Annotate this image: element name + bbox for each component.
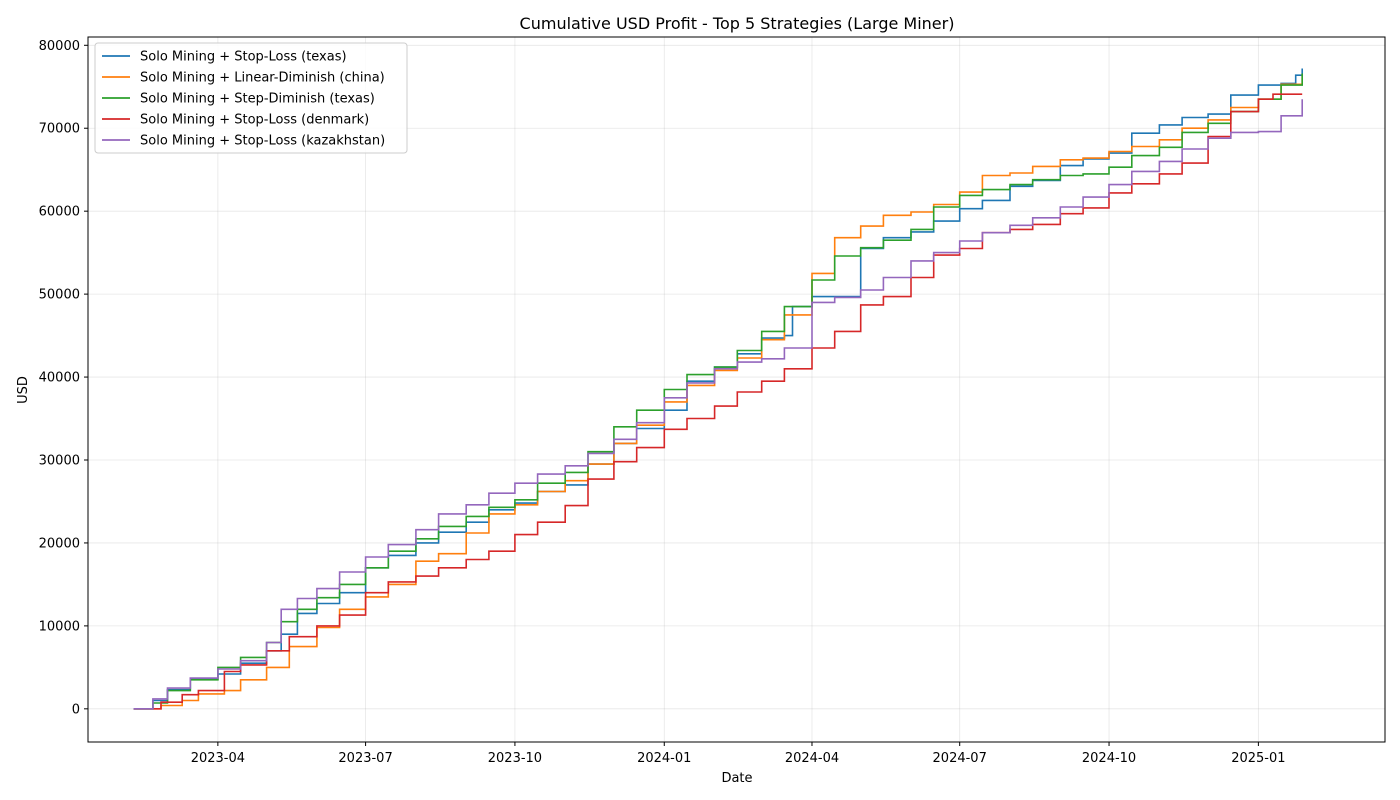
- legend: Solo Mining + Stop-Loss (texas) Solo Mini…: [94, 42, 408, 154]
- x-tick-label: 2024-07: [933, 751, 987, 766]
- x-tick-label: 2024-04: [785, 751, 839, 766]
- legend-label-4: Solo Mining + Stop-Loss (denmark): [140, 113, 369, 128]
- x-tick-label: 2025-01: [1231, 751, 1285, 766]
- chart-title: Cumulative USD Profit - Top 5 Strategies…: [520, 14, 955, 33]
- legend-label-2: Solo Mining + Linear-Diminish (china): [140, 71, 385, 86]
- x-tick-label: 2023-07: [338, 751, 392, 766]
- grid: [88, 37, 1385, 742]
- y-tick-label: 10000: [39, 619, 80, 634]
- legend-label-5: Solo Mining + Stop-Loss (kazakhstan): [140, 134, 385, 149]
- y-tick-label: 70000: [39, 122, 80, 137]
- axis-ticks: 2023-04 2023-07 2023-10 2024-01 2024-04 2024-…: [39, 39, 1286, 766]
- series-line-4: [133, 93, 1303, 710]
- y-tick-label: 30000: [39, 454, 80, 469]
- y-tick-label: 0: [72, 702, 80, 717]
- y-tick-label: 80000: [39, 39, 80, 54]
- x-tick-label: 2024-10: [1082, 751, 1136, 766]
- y-tick-label: 40000: [39, 371, 80, 386]
- legend-label-1: Solo Mining + Stop-Loss (texas): [140, 50, 347, 65]
- x-tick-label: 2023-10: [488, 751, 542, 766]
- x-tick-label: 2023-04: [191, 751, 245, 766]
- plot-area: [133, 68, 1303, 710]
- series-line-5: [133, 99, 1303, 710]
- y-tick-label: 50000: [39, 288, 80, 303]
- axes-frame: [87, 36, 1386, 743]
- y-tick-label: 60000: [39, 205, 80, 220]
- y-axis-label: USD: [16, 376, 31, 404]
- y-tick-label: 20000: [39, 536, 80, 551]
- legend-box: [94, 42, 408, 154]
- legend-label-3: Solo Mining + Step-Diminish (texas): [140, 92, 375, 107]
- x-tick-label: 2024-01: [637, 751, 691, 766]
- x-axis-label: Date: [721, 771, 752, 786]
